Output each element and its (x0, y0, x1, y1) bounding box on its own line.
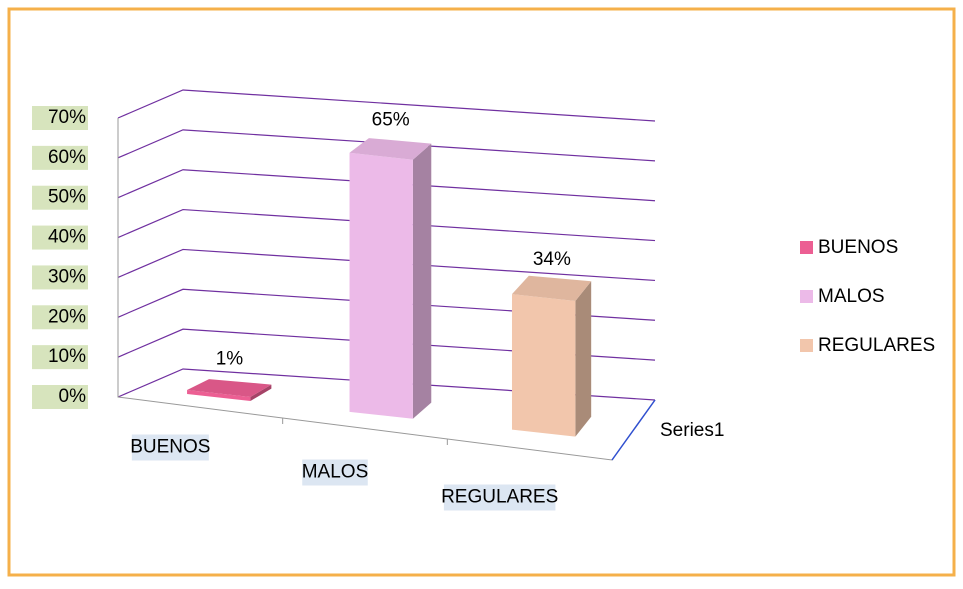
y-tick-label: 50% (48, 187, 86, 208)
legend-swatch (800, 241, 813, 254)
grid-line (117, 89, 656, 122)
bar-side (575, 281, 592, 437)
tick-label-bg (32, 345, 88, 370)
y-tick-label: 10% (48, 346, 86, 367)
y-tick-label: 60% (48, 147, 86, 168)
legend-label: BUENOS (818, 237, 898, 258)
bar-front (349, 152, 413, 419)
data-label: 34% (533, 249, 571, 270)
tick-label-bg (32, 185, 88, 210)
tick-label-bg (32, 265, 88, 290)
bar-top (349, 138, 432, 160)
bar-front (511, 294, 576, 437)
legend-swatch (800, 339, 813, 352)
bar-top (187, 379, 272, 397)
tick-label-bg (32, 225, 88, 250)
data-label: 1% (216, 349, 244, 370)
grid-line (117, 208, 656, 242)
legend-label: MALOS (818, 286, 885, 307)
y-tick-label: 70% (48, 107, 86, 128)
grid-line (117, 288, 656, 321)
data-label: 65% (372, 110, 410, 131)
legend-label: REGULARES (818, 335, 935, 356)
grid-line (117, 368, 656, 401)
y-tick-label: 40% (48, 227, 86, 248)
y-tick-label: 20% (48, 306, 86, 327)
category-label-bg (131, 434, 209, 461)
depth-axis (611, 399, 656, 461)
bar-side (250, 384, 272, 401)
category-label-bg (443, 484, 556, 511)
grid-line (117, 169, 656, 202)
x-tick-label: MALOS (302, 462, 369, 483)
bar-top (511, 275, 592, 302)
y-tick-label: 30% (48, 266, 86, 287)
category-label-bg (302, 459, 368, 486)
tick-label-bg (32, 385, 88, 409)
tick-label-bg (32, 305, 88, 330)
bar-side (412, 143, 432, 419)
y-tick-label: 0% (59, 386, 87, 407)
grid-line (117, 248, 656, 282)
x-tick-label: REGULARES (441, 487, 558, 508)
tick-label-bg (32, 106, 88, 130)
tick-label-bg (32, 145, 88, 170)
legend-swatch (800, 290, 813, 303)
depth-label: Series1 (660, 420, 724, 441)
chart-frame (7, 7, 956, 577)
bar-front (187, 390, 251, 401)
grid-line (117, 129, 656, 162)
grid-line (117, 328, 656, 361)
x-tick-label: BUENOS (130, 437, 210, 458)
